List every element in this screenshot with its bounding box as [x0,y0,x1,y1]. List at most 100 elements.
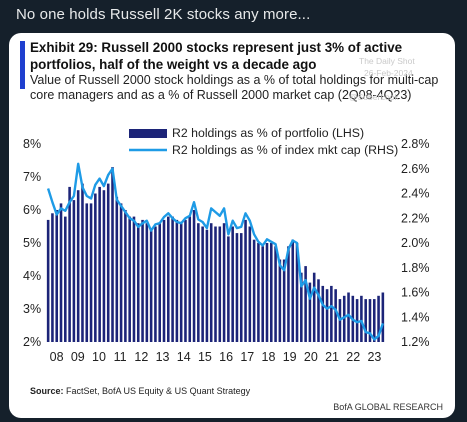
bar-r2-portfolio-43 [231,226,234,342]
bar-r2-portfolio-35 [197,223,200,342]
bar-r2-portfolio-30 [175,219,179,342]
x-axis-tick-label: 23 [367,350,381,364]
legend-swatch-bar [129,129,167,138]
bar-r2-portfolio-5 [68,186,71,342]
bar-r2-portfolio-54 [278,259,282,342]
bar-r2-portfolio-60 [304,266,307,342]
x-axis-tick-label: 13 [156,350,170,364]
bar-r2-portfolio-33 [188,216,192,342]
x-axis-tick-label: 18 [262,350,276,364]
legend-label-line: R2 holdings as % of index mkt cap (RHS) [172,143,398,157]
x-axis-tick-label: 09 [71,350,85,364]
exhibit-title: Exhibit 29: Russell 2000 stocks represen… [30,40,403,72]
source-label: Source: [30,386,64,396]
bar-r2-portfolio-9 [85,203,89,342]
bar-r2-portfolio-31 [179,223,183,342]
bar-r2-portfolio-25 [154,226,157,342]
x-axis-tick-label: 14 [177,350,191,364]
bar-r2-portfolio-63 [317,279,320,342]
bar-r2-portfolio-37 [205,229,209,342]
chart: 8% 7% 6% 5% 4% 3% 2% 2.8% 2.6% 2.4% 2.2% 2.0% 1.8% 1.… [23,126,430,364]
watermark-line2: 26-Feb-2024 [364,68,413,78]
left-axis-tick-label: 6% [23,203,41,217]
left-axis-tick-label: 3% [23,302,41,316]
bar-r2-portfolio-61 [308,282,312,342]
bar-r2-portfolio-57 [291,239,295,342]
bar-r2-portfolio-38 [209,223,213,342]
bar-r2-portfolio-73 [360,295,363,342]
x-axis-tick-label: 16 [219,350,233,364]
x-axis-tick-label: 20 [304,350,318,364]
bar-r2-portfolio-26 [158,223,162,342]
title-accent-bar [20,41,25,89]
right-axis-tick-label: 2.2% [401,211,430,225]
bar-r2-portfolio-66 [330,285,333,342]
bar-r2-portfolio-59 [300,272,303,342]
bar-r2-portfolio-78 [381,292,385,342]
bar-r2-portfolio-23 [145,223,149,342]
source-note: Source: FactSet, BofA US Equity & US Qua… [30,386,250,396]
bar-r2-portfolio-20 [132,216,136,342]
bar-r2-portfolio-75 [368,299,372,342]
bar-r2-portfolio-42 [227,236,230,342]
bar-r2-portfolio-27 [162,219,166,342]
bar-r2-portfolio-28 [167,216,170,342]
bar-r2-portfolio-69 [342,295,346,342]
bar-r2-portfolio-45 [239,233,243,342]
right-axis-tick-label: 2.6% [401,162,430,176]
exhibit-subtitle: Value of Russell 2000 stock holdings as … [30,73,439,102]
left-axis-tick-label: 8% [23,137,41,151]
bar-r2-portfolio-65 [325,289,329,342]
watermark-line1: The Daily Shot [359,56,415,66]
right-axis-tick-label: 2.8% [401,137,430,151]
bar-r2-portfolio-47 [248,226,252,342]
bar-r2-portfolio-50 [261,246,264,342]
left-axis-tick-label: 5% [23,236,41,250]
x-axis-tick-label: 22 [346,350,360,364]
left-axis-tick-label: 7% [23,170,41,184]
bar-r2-portfolio-4 [64,216,67,342]
left-axis-tick-label: 4% [23,269,41,283]
bar-r2-portfolio-17 [119,203,123,342]
bar-r2-portfolio-48 [252,239,256,342]
bar-r2-portfolio-64 [321,285,325,342]
exhibit-card[interactable]: Exhibit 29: Russell 2000 stocks represen… [9,33,455,418]
left-axis-tick-label: 2% [23,335,41,349]
bar-r2-portfolio-40 [218,226,222,342]
bar-r2-portfolio-34 [192,210,196,342]
x-axis-tick-label: 08 [50,350,64,364]
bar-r2-portfolio-53 [274,246,277,342]
bar-r2-portfolio-44 [235,233,239,342]
bar-r2-portfolio-7 [76,190,80,342]
legend-label-bar: R2 holdings as % of portfolio (LHS) [172,126,364,140]
bar-r2-portfolio-62 [312,272,316,342]
x-axis-tick-label: 15 [198,350,212,364]
bar-r2-portfolio-67 [334,289,337,342]
bar-r2-portfolio-8 [81,183,84,342]
bar-r2-portfolio-77 [377,295,380,342]
bar-r2-portfolio-2 [55,210,59,342]
bar-r2-portfolio-10 [89,203,93,342]
x-axis-tick-label: 19 [283,350,297,364]
watermark-line3: @SoberLook [349,92,399,102]
bar-r2-portfolio-15 [111,167,114,342]
bar-r2-portfolio-21 [136,223,140,342]
x-axis-tick-label: 17 [240,350,254,364]
bar-r2-portfolio-41 [222,223,226,342]
x-axis-tick-label: 21 [325,350,339,364]
x-axis-tick-label: 12 [134,350,148,364]
bar-r2-portfolio-72 [355,299,359,342]
source-text: FactSet, BofA US Equity & US Quant Strat… [63,386,251,396]
bar-r2-portfolio-11 [94,193,97,342]
bar-r2-portfolio-0 [46,219,50,342]
bar-r2-portfolio-74 [364,299,367,342]
bar-r2-portfolio-55 [282,259,286,342]
bar-r2-portfolio-58 [295,243,299,342]
bar-r2-portfolio-52 [269,243,273,342]
bar-r2-portfolio-51 [265,243,269,342]
right-axis-tick-label: 2.0% [401,236,430,250]
footer-brand: BofA GLOBAL RESEARCH [333,402,443,412]
right-axis-tick-label: 1.8% [401,261,430,275]
bar-r2-portfolio-16 [115,196,119,342]
right-axis-tick-label: 1.6% [401,286,430,300]
